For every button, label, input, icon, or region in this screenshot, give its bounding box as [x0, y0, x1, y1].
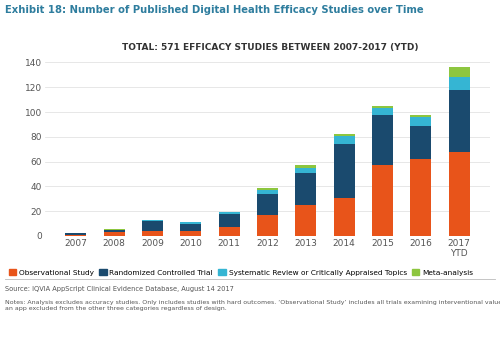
Bar	[218, 214, 240, 227]
Bar	[218, 212, 240, 214]
Bar	[334, 144, 354, 197]
Bar	[372, 165, 393, 236]
Bar	[334, 136, 354, 144]
Bar	[372, 108, 393, 115]
Bar	[410, 159, 432, 236]
Bar	[296, 205, 316, 236]
Bar	[257, 215, 278, 236]
Bar	[142, 231, 163, 236]
Bar	[296, 165, 316, 168]
Bar	[218, 227, 240, 236]
Legend: Observational Study, Randomized Controlled Trial, Systematic Review or Criticall: Observational Study, Randomized Controll…	[8, 269, 473, 276]
Text: Notes: Analysis excludes accuracy studies. Only includes studies with hard outco: Notes: Analysis excludes accuracy studie…	[5, 300, 500, 311]
Bar	[448, 77, 470, 90]
Bar	[448, 90, 470, 152]
Bar	[448, 67, 470, 77]
Bar	[142, 220, 163, 221]
Text: Source: IQVIA AppScript Clinical Evidence Database, August 14 2017: Source: IQVIA AppScript Clinical Evidenc…	[5, 286, 234, 292]
Bar	[372, 115, 393, 165]
Bar	[180, 223, 202, 231]
Text: TOTAL: 571 EFFICACY STUDIES BETWEEN 2007-2017 (YTD): TOTAL: 571 EFFICACY STUDIES BETWEEN 2007…	[122, 43, 418, 52]
Bar	[104, 229, 124, 230]
Bar	[257, 190, 278, 194]
Bar	[296, 168, 316, 173]
Bar	[334, 197, 354, 236]
Bar	[104, 232, 124, 236]
Bar	[410, 117, 432, 126]
Text: Exhibit 18: Number of Published Digital Health Efficacy Studies over Time: Exhibit 18: Number of Published Digital …	[5, 5, 424, 15]
Bar	[257, 194, 278, 215]
Bar	[410, 115, 432, 117]
Bar	[65, 234, 86, 235]
Bar	[142, 221, 163, 231]
Bar	[334, 134, 354, 136]
Bar	[448, 152, 470, 236]
Bar	[65, 235, 86, 236]
Bar	[104, 230, 124, 232]
Bar	[180, 222, 202, 223]
Bar	[410, 126, 432, 159]
Bar	[257, 188, 278, 190]
Bar	[180, 231, 202, 236]
Bar	[296, 173, 316, 205]
Bar	[372, 106, 393, 108]
